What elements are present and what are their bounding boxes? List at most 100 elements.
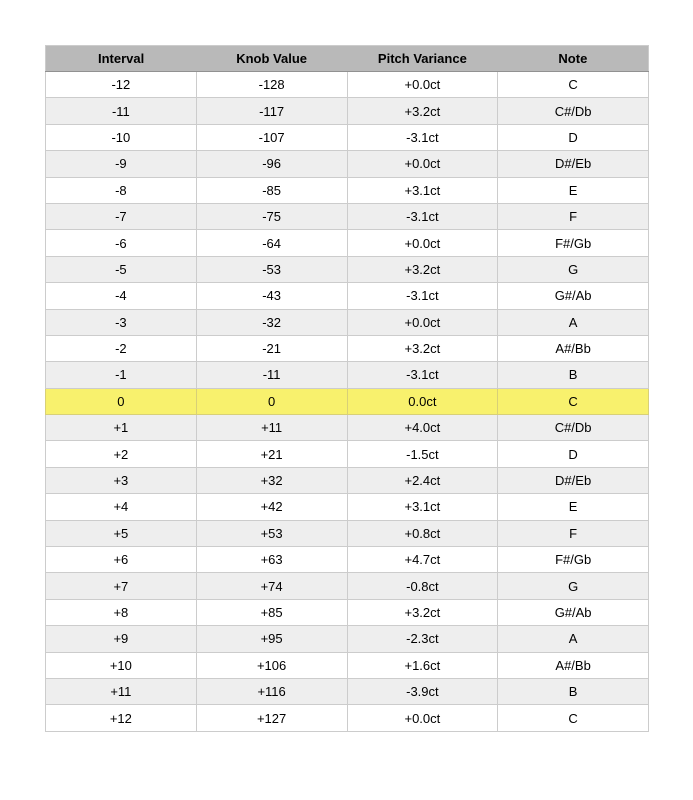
cell-interval: -11 [45,97,197,125]
table-row: -5 -53 +3.2ct G [45,255,649,284]
cell-knob-value: +63 [195,546,348,574]
cell-note: C#/Db [497,97,649,125]
table-row: +6 +63 +4.7ct F#/Gb [45,546,649,574]
cell-interval: -7 [45,202,197,231]
cell-interval: -1 [45,361,197,389]
table-header: Interval Knob Value Pitch Variance Note [45,45,649,72]
cell-note: A [497,625,649,653]
cell-interval: -3 [45,308,197,336]
table-row: -10 -107 -3.1ct D [45,123,649,152]
cell-interval: -2 [45,334,197,363]
cell-note: E [497,493,649,521]
table-row: +11 +116 -3.9ct B [45,677,649,706]
cell-pitch-variance: +3.2ct [346,97,499,125]
cell-interval: +9 [45,625,197,653]
cell-note: D [497,440,649,468]
cell-knob-value: +32 [195,466,348,495]
cell-knob-value: +21 [195,440,348,468]
cell-note: E [497,176,649,204]
cell-pitch-variance: +3.1ct [346,176,499,204]
cell-knob-value: +53 [195,519,348,548]
cell-pitch-variance: +2.4ct [346,466,499,495]
cell-knob-value: +95 [195,625,348,653]
cell-note: B [497,361,649,389]
table-row: +3 +32 +2.4ct D#/Eb [45,466,649,495]
cell-pitch-variance: +0.8ct [346,519,499,548]
cell-note: G [497,572,649,600]
pitch-table: Interval Knob Value Pitch Variance Note … [45,45,649,732]
cell-interval: -8 [45,176,197,204]
table-row: -1 -11 -3.1ct B [45,361,649,389]
cell-pitch-variance: +4.7ct [346,546,499,574]
cell-note: C#/Db [497,414,649,442]
table-row: -7 -75 -3.1ct F [45,202,649,231]
cell-interval: +6 [45,546,197,574]
cell-interval: -5 [45,255,197,284]
table-row: -2 -21 +3.2ct A#/Bb [45,334,649,363]
table-row: +9 +95 -2.3ct A [45,625,649,653]
cell-knob-value: -96 [195,150,348,178]
cell-note: B [497,677,649,706]
cell-knob-value: -75 [195,202,348,231]
cell-pitch-variance: -3.1ct [346,123,499,152]
cell-interval: +7 [45,572,197,600]
cell-interval: +8 [45,598,197,627]
cell-knob-value: -43 [195,282,348,310]
header-cell-note: Note [497,45,649,72]
cell-interval: 0 [45,387,197,416]
cell-pitch-variance: -3.9ct [346,677,499,706]
cell-knob-value: -107 [195,123,348,152]
cell-pitch-variance: 0.0ct [346,387,499,416]
table-row: -11 -117 +3.2ct C#/Db [45,97,649,125]
cell-interval: -6 [45,229,197,257]
table-row: -6 -64 +0.0ct F#/Gb [45,229,649,257]
cell-note: C [497,70,649,99]
cell-pitch-variance: +3.2ct [346,598,499,627]
cell-note: A [497,308,649,336]
header-cell-knob-value: Knob Value [196,45,347,72]
table-row: -9 -96 +0.0ct D#/Eb [45,150,649,178]
cell-knob-value: +85 [195,598,348,627]
cell-knob-value: -117 [195,97,348,125]
cell-knob-value: -128 [195,70,348,99]
cell-note: A#/Bb [497,334,649,363]
pitch-table-container: Interval Knob Value Pitch Variance Note … [45,45,649,732]
cell-note: A#/Bb [497,651,649,679]
cell-knob-value: -11 [195,361,348,389]
cell-knob-value: -85 [195,176,348,204]
table-row: +4 +42 +3.1ct E [45,493,649,521]
cell-knob-value: +116 [195,677,348,706]
cell-pitch-variance: +0.0ct [346,308,499,336]
cell-knob-value: 0 [195,387,348,416]
cell-pitch-variance: +4.0ct [346,414,499,442]
cell-note: F [497,519,649,548]
cell-interval: +5 [45,519,197,548]
cell-pitch-variance: +1.6ct [346,651,499,679]
cell-knob-value: +127 [195,704,348,732]
cell-interval: -9 [45,150,197,178]
cell-interval: -4 [45,282,197,310]
table-row: +10 +106 +1.6ct A#/Bb [45,651,649,679]
cell-pitch-variance: +0.0ct [346,704,499,732]
table-row: +12 +127 +0.0ct C [45,704,649,732]
cell-knob-value: -53 [195,255,348,284]
cell-note: F [497,202,649,231]
cell-note: D#/Eb [497,150,649,178]
cell-interval: +1 [45,414,197,442]
cell-interval: +11 [45,677,197,706]
table-row: +8 +85 +3.2ct G#/Ab [45,598,649,627]
cell-knob-value: +42 [195,493,348,521]
table-row: 0 0 0.0ct C [45,387,649,416]
cell-pitch-variance: -1.5ct [346,440,499,468]
cell-interval: +4 [45,493,197,521]
cell-note: F#/Gb [497,229,649,257]
cell-pitch-variance: -3.1ct [346,202,499,231]
cell-knob-value: -32 [195,308,348,336]
cell-pitch-variance: -0.8ct [346,572,499,600]
table-body: -12 -128 +0.0ct C -11 -117 +3.2ct C#/Db -10 -107-… [45,70,649,732]
cell-interval: +10 [45,651,197,679]
table-row: -3 -32 +0.0ct A [45,308,649,336]
cell-note: G#/Ab [497,282,649,310]
cell-note: D [497,123,649,152]
table-row: -12 -128 +0.0ct C [45,70,649,99]
